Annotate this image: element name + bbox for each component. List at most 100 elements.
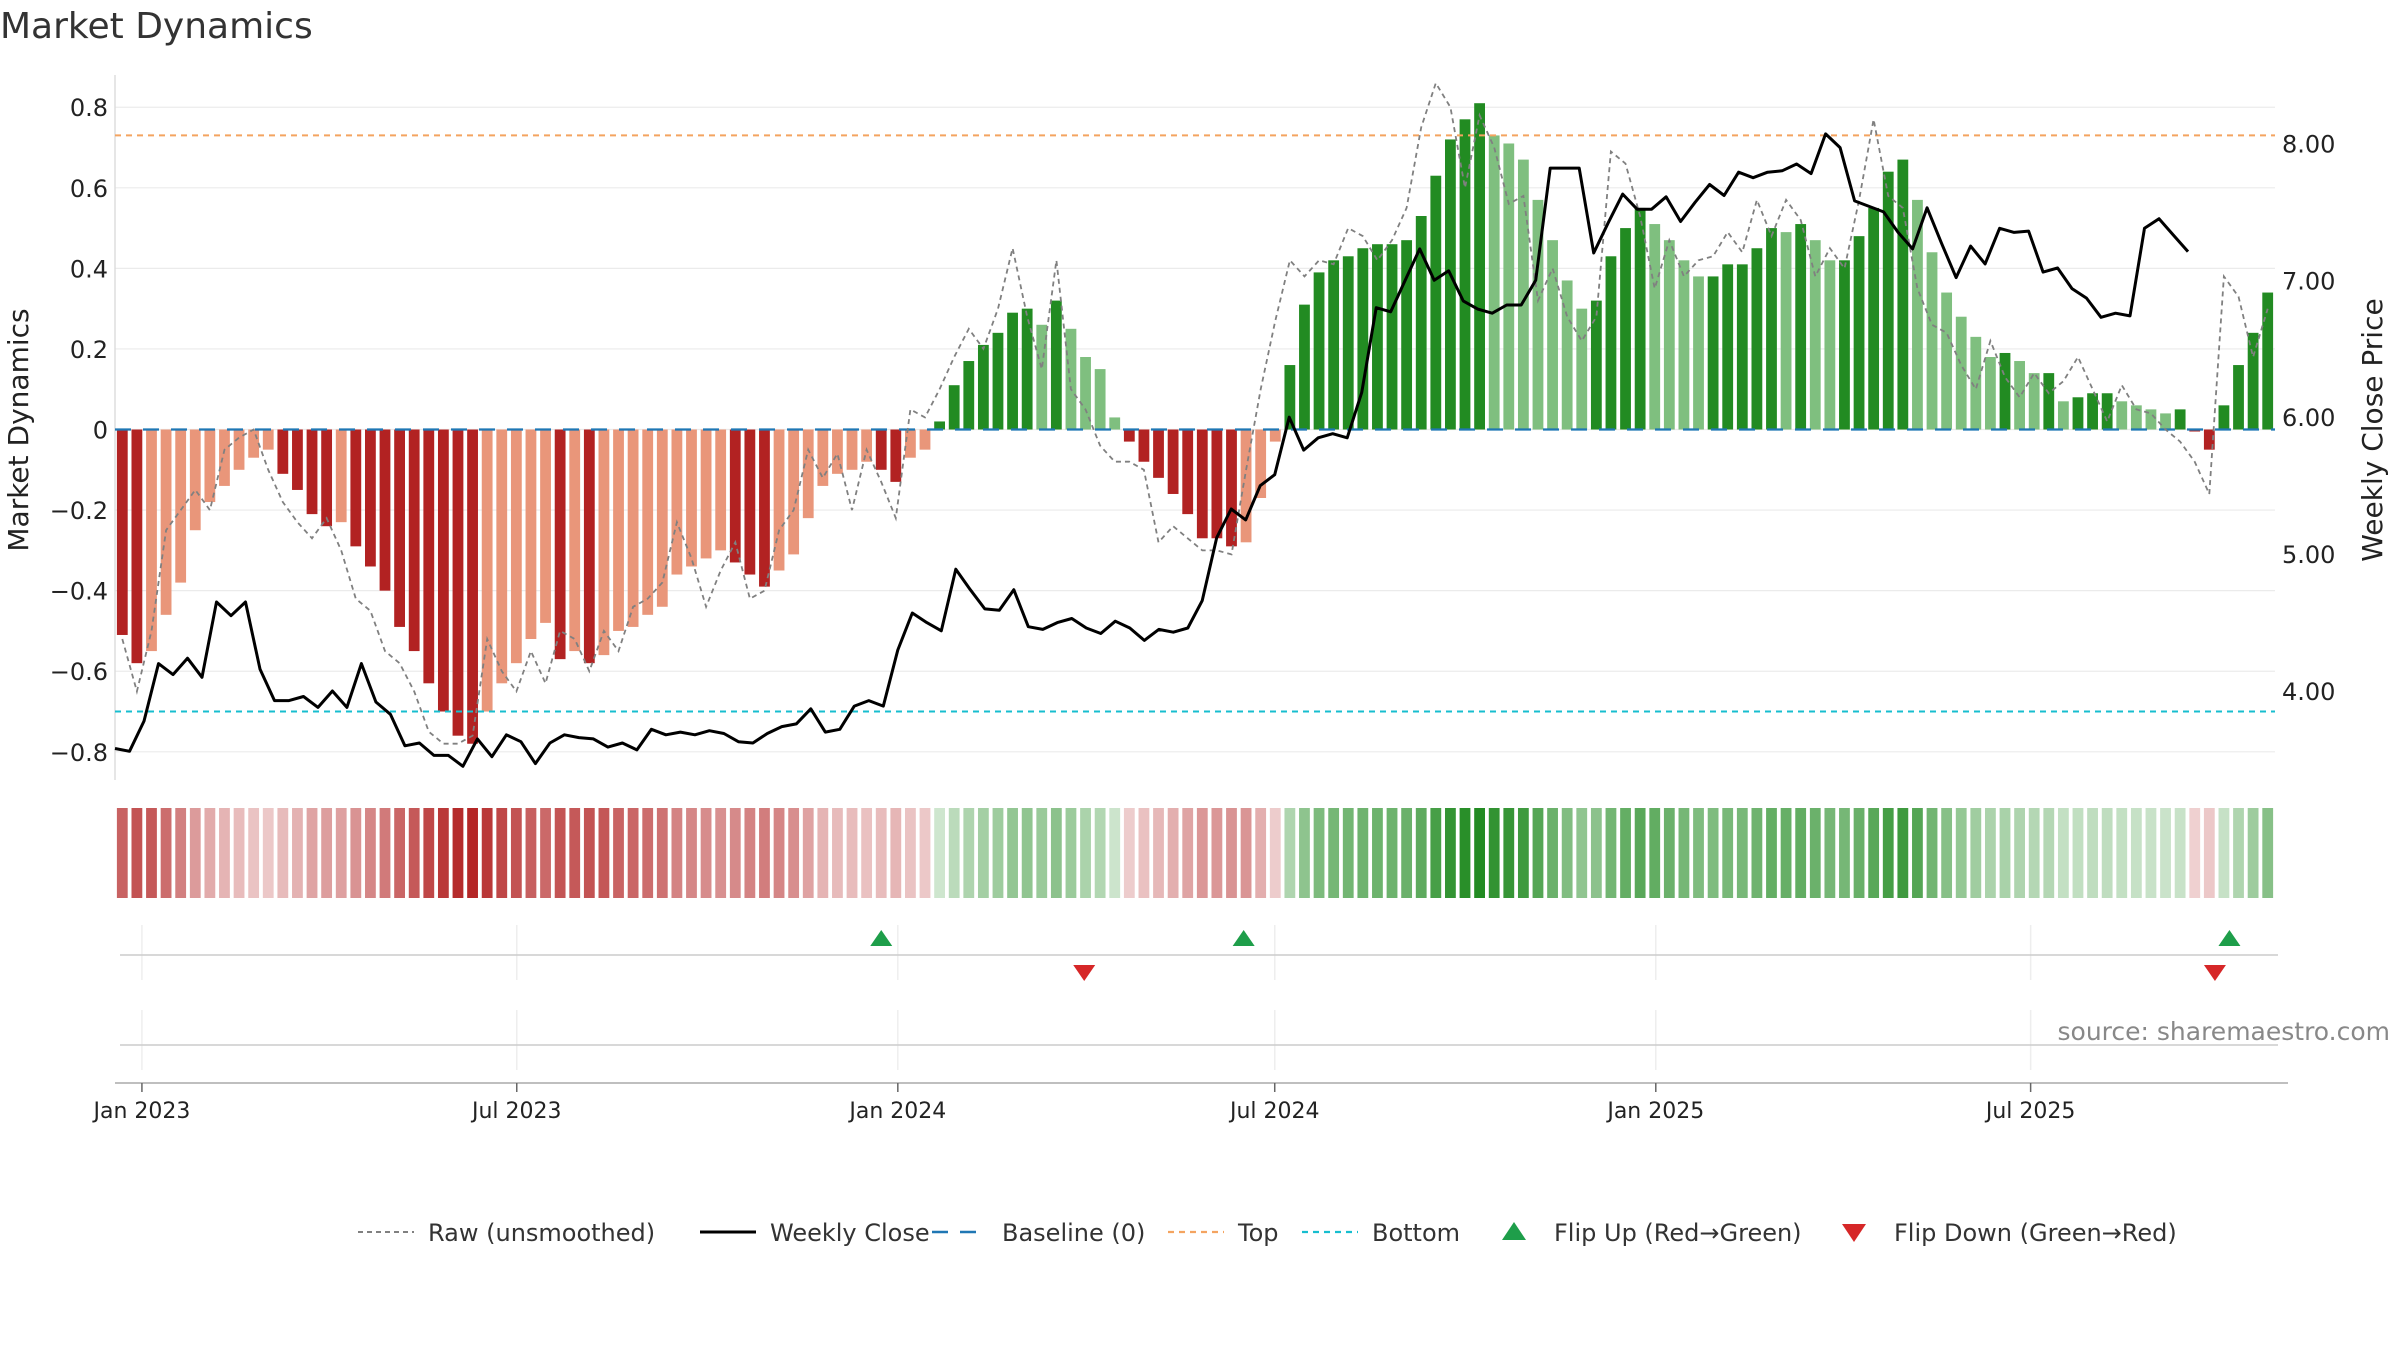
dynamics-bar	[1153, 429, 1164, 478]
regime-cell	[1299, 808, 1310, 898]
regime-cell	[1109, 808, 1121, 898]
regime-cell	[160, 808, 172, 898]
regime-cell	[175, 808, 187, 898]
dynamics-bar	[1328, 260, 1340, 430]
regime-cell	[1517, 808, 1529, 898]
dynamics-bar	[569, 429, 581, 652]
dynamics-bar	[335, 429, 347, 523]
dynamics-bar	[1386, 244, 1398, 430]
regime-cell	[977, 808, 989, 898]
dynamics-bar	[2072, 397, 2084, 430]
regime-cell	[744, 808, 756, 898]
regime-cell	[1474, 808, 1485, 898]
regime-cell	[846, 808, 858, 898]
regime-cell	[919, 808, 931, 898]
dynamics-bar	[1824, 260, 1836, 430]
dynamics-bar	[715, 429, 727, 551]
regime-cell	[467, 808, 478, 898]
dynamics-bar	[131, 429, 143, 664]
regime-cell	[1853, 808, 1865, 898]
regime-cell	[306, 808, 318, 898]
dynamics-bar	[1415, 216, 1427, 430]
regime-cell	[1736, 808, 1748, 898]
dynamics-bar	[1313, 272, 1325, 430]
regime-cell	[1532, 808, 1544, 898]
regime-cell	[992, 808, 1004, 898]
regime-cell	[1663, 808, 1675, 898]
dynamics-bar	[788, 429, 800, 555]
regime-cell	[715, 808, 727, 898]
dynamics-bar	[1401, 240, 1413, 430]
dynamics-bar	[817, 429, 829, 486]
regime-cell	[1226, 808, 1237, 898]
legend-top-label: Top	[1237, 1219, 1279, 1247]
regime-cell	[671, 808, 683, 898]
y-tick-label: −0.4	[50, 578, 108, 606]
dynamics-bar	[1269, 429, 1281, 442]
dynamics-bar	[160, 429, 172, 615]
dynamics-bar	[146, 429, 157, 652]
regime-cell	[1576, 808, 1588, 898]
regime-strip	[116, 808, 2274, 898]
dynamics-bar	[1941, 292, 1953, 430]
regime-cell	[1328, 808, 1340, 898]
dynamics-bar	[1109, 417, 1121, 430]
regime-cell	[277, 808, 289, 898]
dynamics-bar	[1211, 429, 1223, 539]
dynamics-bar	[1503, 143, 1515, 430]
dynamics-bar	[1605, 256, 1617, 430]
regime-cell	[1751, 808, 1763, 898]
dynamics-bar	[2203, 429, 2215, 450]
weekly-close-line	[114, 132, 2190, 768]
dynamics-bar	[1766, 228, 1777, 430]
dynamics-bar	[496, 429, 508, 684]
regime-cell	[1138, 808, 1150, 898]
dynamics-bar	[832, 429, 843, 474]
dynamics-bar	[773, 429, 785, 571]
dynamics-bar	[189, 429, 201, 531]
dynamics-bar	[890, 429, 902, 482]
flip-up-marker	[2218, 930, 2241, 946]
dynamics-bar	[1021, 308, 1033, 430]
y-tick-label: 0.4	[70, 255, 108, 283]
main-plot: −0.8 −0.6 −0.4 −0.2 0 0.2 0.4 0.6 0.8 4.00 5.00 6.0…	[50, 75, 2335, 1070]
dynamics-bar	[1561, 280, 1573, 430]
dynamics-bar	[1474, 103, 1485, 430]
dynamics-bar	[394, 429, 405, 627]
dynamics-bar	[2174, 409, 2186, 430]
regime-cell	[1153, 808, 1164, 898]
dynamics-bar	[802, 429, 814, 519]
regime-cell	[1678, 808, 1690, 898]
regime-cell	[540, 808, 551, 898]
dynamics-bar	[1985, 357, 1996, 430]
dynamics-bar	[1590, 300, 1602, 430]
regime-cell	[1693, 808, 1704, 898]
regime-cell	[1795, 808, 1807, 898]
regime-cell	[948, 808, 960, 898]
dynamics-bar	[423, 429, 435, 684]
dynamics-bar	[729, 429, 741, 563]
regime-cell	[832, 808, 843, 898]
regime-cell	[452, 808, 464, 898]
y2-axis-label: Weekly Close Price	[2356, 298, 2389, 561]
regime-cell	[1926, 808, 1938, 898]
legend-flip-down-label: Flip Down (Green→Red)	[1894, 1219, 2177, 1247]
regime-cell	[219, 808, 230, 898]
dynamics-bar	[1722, 264, 1734, 430]
dynamics-bar	[1663, 240, 1675, 430]
dynamics-bar	[583, 429, 595, 664]
regime-cell	[365, 808, 376, 898]
dynamics-bar	[1853, 236, 1865, 430]
dynamics-bar	[467, 429, 478, 744]
regime-cell	[1182, 808, 1194, 898]
regime-cell	[481, 808, 493, 898]
dynamics-bar	[1912, 199, 1923, 430]
dynamics-bar	[2130, 405, 2142, 430]
dynamics-bar	[919, 429, 931, 450]
dynamics-bar	[1926, 252, 1938, 430]
regime-cell	[2014, 808, 2025, 898]
dynamics-bar	[175, 429, 187, 583]
dynamics-bar	[1517, 159, 1529, 430]
dynamics-bar	[1036, 324, 1048, 430]
regime-cell	[1196, 808, 1208, 898]
